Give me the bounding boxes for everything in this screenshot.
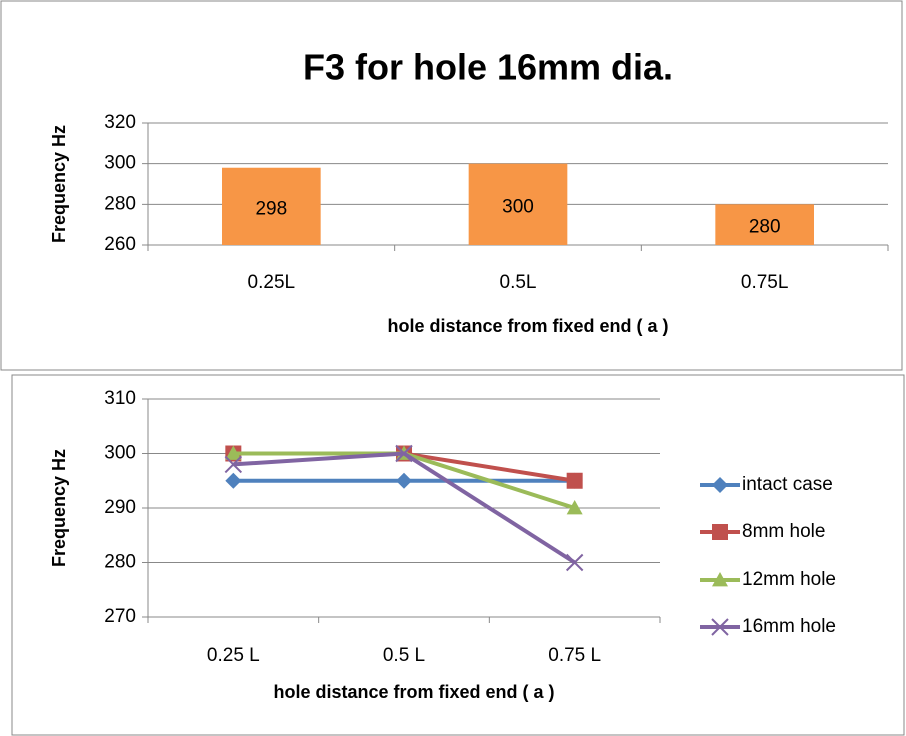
bar (222, 167, 321, 245)
legend-label: 8mm hole (742, 521, 825, 542)
legend-label: 12mm hole (742, 569, 836, 590)
y-tick-label: 280 (104, 193, 136, 214)
y-tick-label: 290 (104, 497, 136, 518)
x-axis-title: hole distance from fixed end ( a ) (273, 682, 554, 702)
y-axis-title: Frequency Hz (49, 125, 69, 243)
marker (224, 455, 243, 474)
y-tick-label: 260 (104, 234, 136, 255)
marker (565, 553, 584, 572)
marker (712, 572, 728, 587)
bar (715, 204, 814, 245)
x-tick-label: 0.5 L (383, 645, 425, 666)
y-axis-title: Frequency Hz (49, 449, 69, 567)
chart-title: F3 for hole 16mm dia. (303, 47, 673, 88)
marker (711, 618, 729, 636)
data-label: 298 (255, 198, 287, 219)
y-tick-label: 300 (104, 443, 136, 464)
marker (225, 445, 242, 460)
data-label: 300 (502, 196, 534, 217)
marker (225, 472, 242, 489)
marker (712, 524, 728, 540)
y-tick-label: 310 (104, 388, 136, 409)
marker (712, 477, 728, 493)
marker (396, 472, 412, 489)
chart-frame (0, 0, 903, 371)
y-tick-label: 300 (104, 153, 136, 174)
x-tick-label: 0.75 L (548, 645, 601, 666)
marker (566, 500, 583, 515)
legend-label: intact case (742, 474, 833, 495)
data-label: 280 (749, 217, 781, 238)
y-tick-label: 320 (104, 112, 136, 133)
marker (566, 472, 583, 489)
chart-frame (11, 374, 905, 736)
x-tick-label: 0.25 L (207, 645, 260, 666)
legend-label: 16mm hole (742, 616, 836, 637)
x-tick-label: 0.5L (500, 272, 537, 293)
y-tick-label: 280 (104, 552, 136, 573)
x-axis-title: hole distance from fixed end ( a ) (387, 316, 668, 336)
bar (468, 163, 568, 245)
y-tick-label: 270 (104, 606, 136, 627)
x-tick-label: 0.75L (741, 272, 789, 293)
marker (395, 444, 413, 463)
x-tick-label: 0.25L (248, 272, 296, 293)
